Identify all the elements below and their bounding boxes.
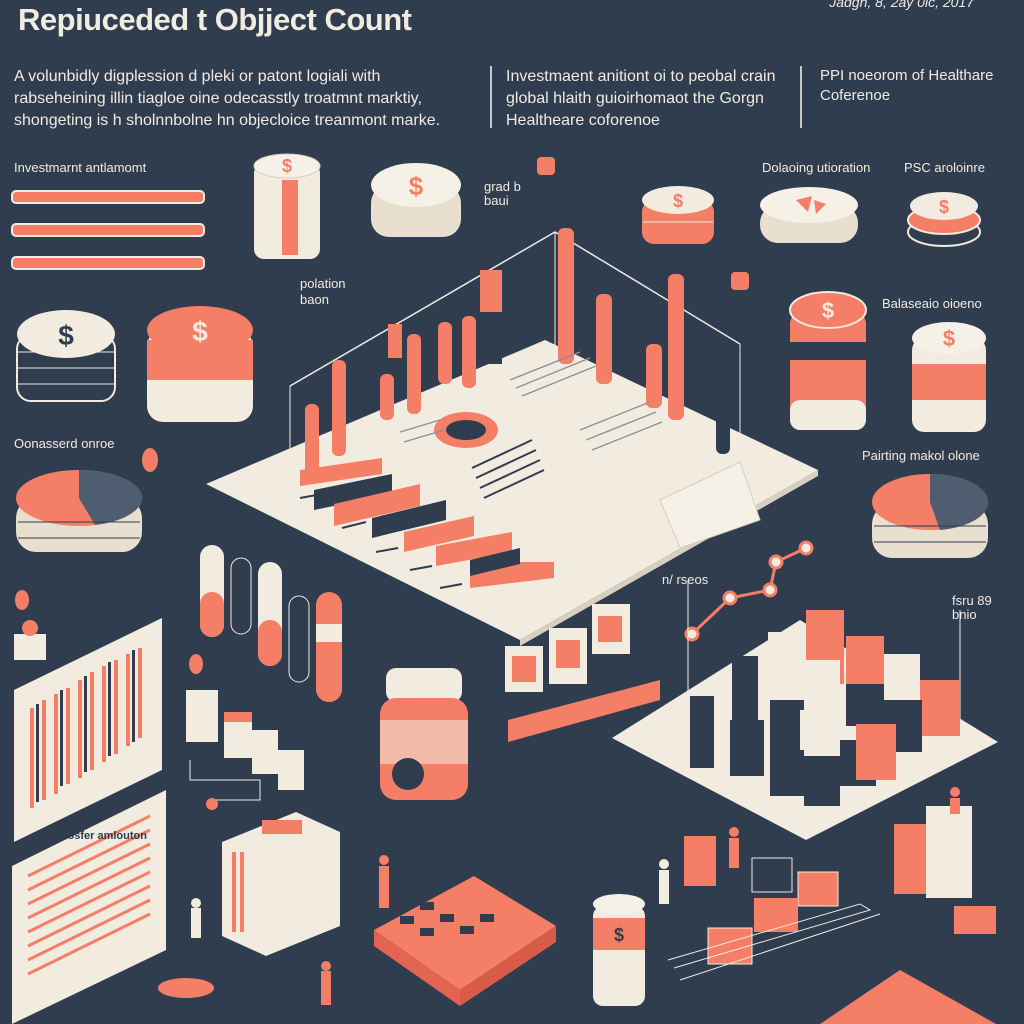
sign-cards	[505, 604, 660, 742]
dollar-icon: $	[614, 925, 624, 945]
delaying-label: Dolaoing utioration	[762, 160, 871, 175]
keypad	[374, 876, 556, 1006]
page-title: Repiuceded t Objject Count	[18, 2, 412, 37]
coin-top-middle: $	[371, 163, 461, 237]
dollar-icon: $	[939, 197, 949, 217]
pharma-blocks	[667, 806, 996, 1024]
small-right-label: fsru 89 bnio	[952, 593, 992, 622]
left-report-sheet-top	[14, 618, 162, 842]
person-icon	[191, 898, 201, 938]
paining-label: Pairting makol olone	[862, 448, 980, 463]
people-figures	[191, 787, 960, 1005]
isometric-block-chart	[612, 580, 998, 840]
person-icon	[379, 855, 389, 908]
dollar-icon: $	[673, 191, 683, 211]
pie-chart-right	[872, 474, 989, 558]
graph-note-label: grad b baui	[484, 179, 521, 208]
pdf-label: PSC aroloinre	[904, 160, 985, 175]
dollar-icon: $	[409, 171, 424, 201]
coin-stack-top: $	[253, 153, 321, 259]
coin-stack-left-navy: $	[16, 310, 116, 402]
coin-right-2	[760, 187, 858, 243]
person-icon	[729, 827, 739, 868]
process-blocks	[14, 620, 304, 810]
column-divider	[800, 66, 802, 128]
coin-stack-right-1: $	[642, 186, 714, 244]
central-report-sheet	[206, 228, 818, 646]
pin-markers	[15, 157, 749, 674]
dollar-icon: $	[58, 320, 74, 351]
person-icon	[950, 787, 960, 814]
growth-line	[684, 540, 814, 642]
publish-date: Jadgh, 8, 2ay 0lc, 2017	[829, 0, 974, 10]
investment-bars	[11, 190, 205, 270]
person-icon	[659, 859, 669, 904]
growth-label: n/ rseos	[662, 572, 709, 587]
pie-chart-left	[16, 470, 142, 552]
dollar-icon: $	[822, 298, 834, 323]
floor-pill	[158, 978, 214, 998]
person-icon	[321, 961, 331, 1005]
medicine-bottle	[380, 668, 468, 800]
coin-stack-right-3: $	[907, 192, 981, 247]
dollar-icon: $	[943, 326, 955, 351]
concessed-label: Oonasserd onroe	[14, 436, 115, 451]
column-divider	[490, 66, 492, 128]
coin-stack-left-coral: $	[147, 306, 253, 422]
investment-label: Investmarnt antlamomt	[14, 160, 147, 175]
pill-capsules	[200, 545, 342, 702]
balanced-label: Balaseaio oioeno	[882, 296, 982, 311]
coin-stack-right-4: $	[789, 291, 867, 430]
coin-cylinder-bottom: $	[593, 894, 645, 1006]
document-box-stack	[222, 812, 340, 956]
intro-paragraph: A volunbidly digplession d pleki or pato…	[14, 68, 441, 129]
dollar-icon: $	[282, 156, 292, 176]
distribution-label: polation baon	[300, 276, 346, 307]
left-report-sheet-bottom	[12, 790, 166, 1024]
dollar-icon: $	[192, 316, 208, 347]
conference-paragraph: PPI noeorom of Healthare Coferenoe	[820, 67, 994, 104]
coin-stack-right-5: $	[912, 322, 986, 432]
sheet-caption: Pitouosfer amlouton	[40, 830, 147, 842]
investment-paragraph: Investmaent anitiont oi to peobal crain …	[506, 68, 776, 129]
